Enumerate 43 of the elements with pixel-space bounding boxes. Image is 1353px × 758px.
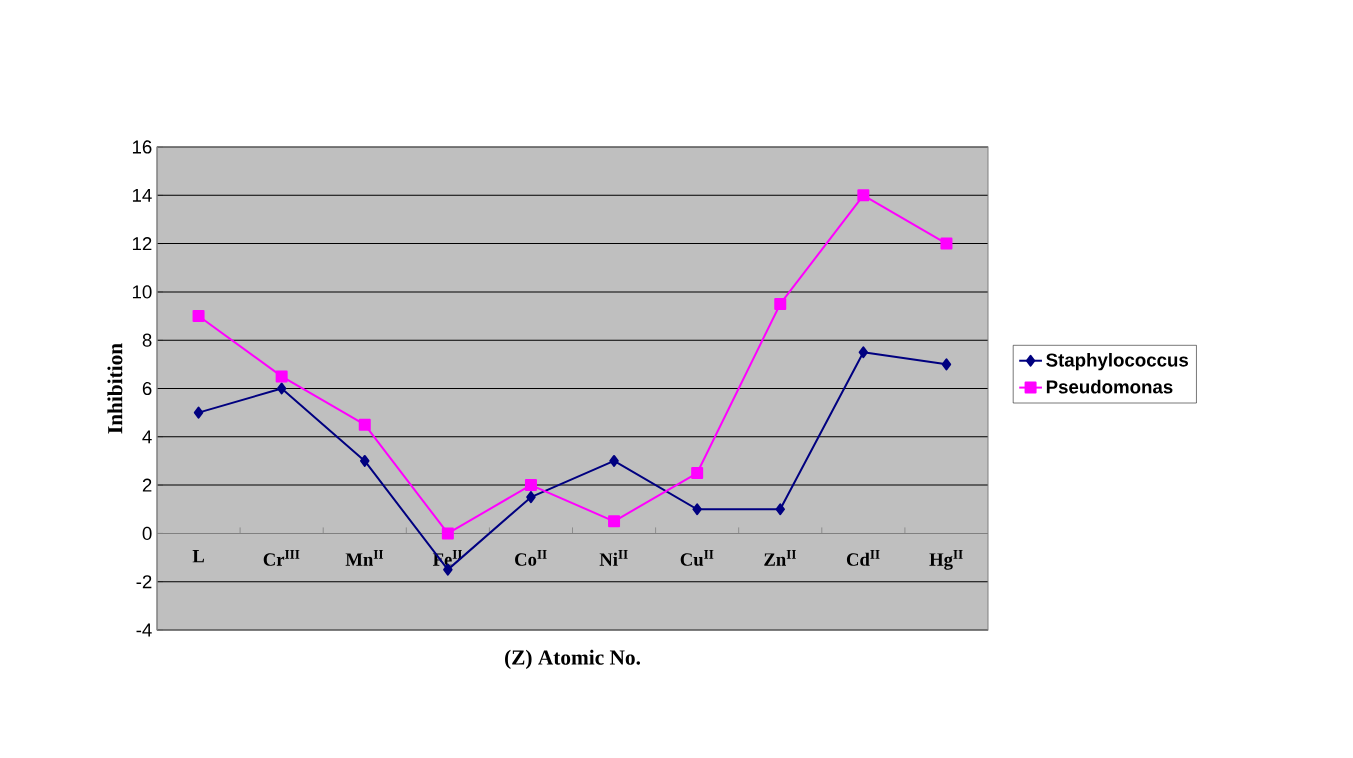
x-tick-label: Cu$^{II}$ <box>680 550 714 566</box>
x-tick-label: Mn$^{II}$ <box>345 550 384 566</box>
x-tick-label: Cr$^{III}$ <box>263 550 300 566</box>
y-tick-label: 14 <box>132 188 152 202</box>
y-tick-label: -2 <box>136 575 152 589</box>
legend-label: Staphylococcus <box>1046 352 1189 371</box>
point <box>276 382 287 395</box>
point <box>692 503 702 516</box>
y-tick-label: 4 <box>142 430 152 444</box>
x-tick-label: Ni$^{II}$ <box>599 550 628 566</box>
x-tick-label: Co$^{II}$ <box>515 550 547 566</box>
point <box>774 297 787 310</box>
y-tick-label: 8 <box>142 333 152 347</box>
point <box>940 237 953 250</box>
y-tick-label: 10 <box>132 285 152 299</box>
point <box>941 358 952 371</box>
point <box>691 467 704 480</box>
point <box>360 454 370 467</box>
point <box>441 527 454 540</box>
point <box>526 491 536 504</box>
point <box>192 310 205 323</box>
point <box>775 503 785 516</box>
point <box>609 454 619 467</box>
x-tick-label: Zn$^{II}$ <box>764 550 796 566</box>
point <box>857 189 870 202</box>
y-axis-title: Inhibition <box>107 343 123 434</box>
point <box>358 418 371 431</box>
y-tick-label: 2 <box>142 478 152 492</box>
point <box>858 346 869 359</box>
x-tick-label: Cd$^{II}$ <box>846 550 880 566</box>
point <box>524 479 537 492</box>
point <box>193 406 204 419</box>
x-tick-label: L <box>192 550 204 563</box>
x-tick-label: Hg$^{II}$ <box>929 550 963 570</box>
legend-label: Pseudomonas <box>1046 379 1173 394</box>
y-tick-label: 16 <box>132 140 152 154</box>
y-tick-label: -4 <box>136 623 152 637</box>
point <box>275 370 288 383</box>
x-axis-title: (Z) Atomic No. <box>505 649 640 670</box>
point <box>608 515 621 528</box>
y-tick-label: 12 <box>132 237 152 251</box>
y-tick-label: 6 <box>142 381 152 396</box>
y-tick-label: 0 <box>142 526 152 541</box>
